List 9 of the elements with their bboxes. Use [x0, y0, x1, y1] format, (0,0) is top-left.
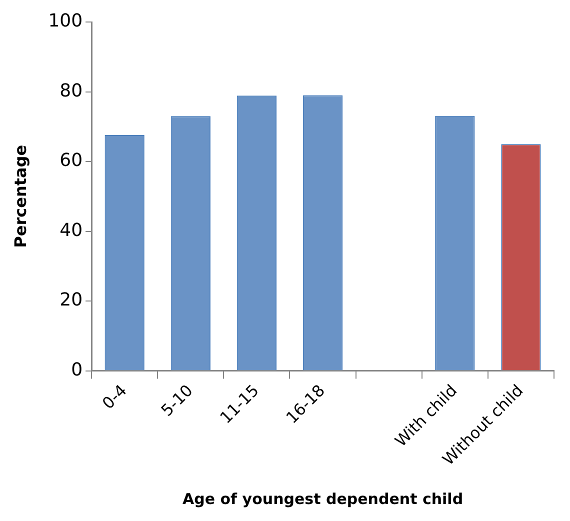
- y-tick-label: 20: [60, 290, 83, 311]
- x-tick-label: 0-4: [98, 380, 130, 413]
- x-axis-title: Age of youngest dependent child: [182, 490, 464, 508]
- y-tick-label: 80: [60, 80, 83, 102]
- y-tick-label: 40: [60, 220, 83, 241]
- y-tick-label: 100: [48, 10, 83, 32]
- y-tick-label: 0: [71, 359, 83, 380]
- y-axis-title: Percentage: [10, 144, 30, 248]
- y-tick-label: 60: [60, 150, 83, 172]
